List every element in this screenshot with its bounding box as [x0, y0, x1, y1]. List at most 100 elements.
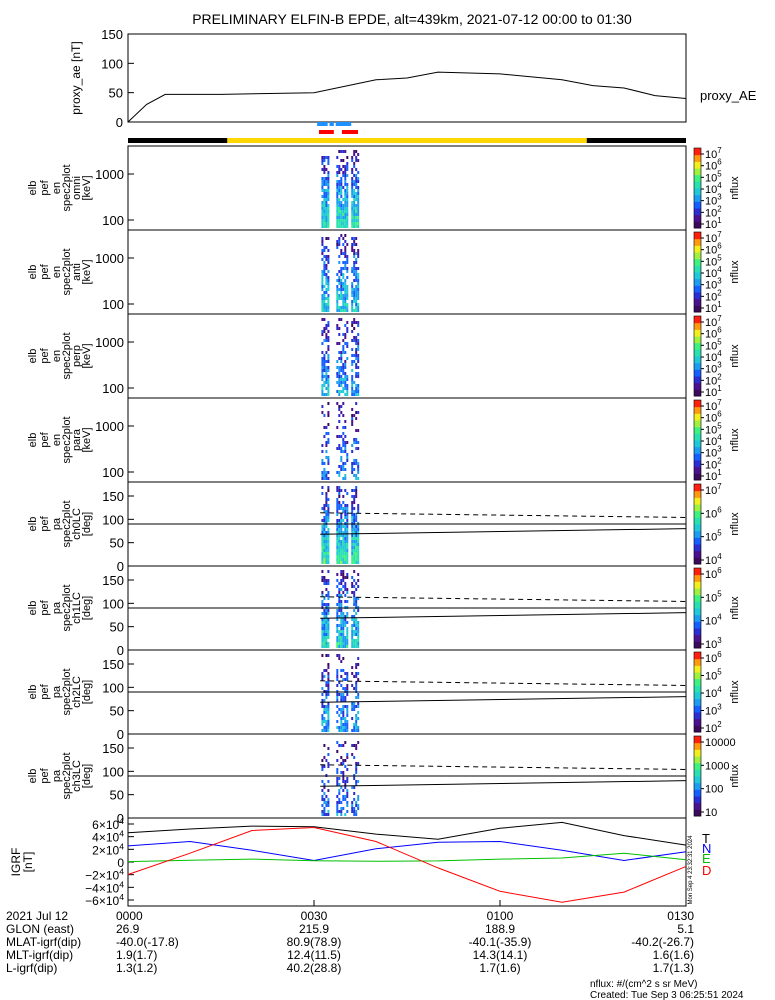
spectrogram-cell — [351, 363, 354, 366]
spectrogram-cell — [353, 297, 356, 300]
spectrogram-cell — [340, 219, 343, 222]
spectrogram-cell — [327, 720, 330, 723]
spectrogram-cell — [342, 561, 345, 564]
spectrogram-cell — [342, 414, 345, 417]
spectrogram-cell — [338, 645, 341, 648]
spectrogram-cell — [355, 744, 358, 747]
spectrogram-cell — [321, 624, 324, 627]
colorbar-segment — [694, 809, 701, 817]
spectrogram-cell — [353, 153, 356, 156]
spectrogram-cell — [344, 267, 347, 270]
spectrogram-cell — [327, 297, 330, 300]
spectrogram-cell — [346, 297, 349, 300]
spectrogram-cell — [321, 633, 324, 636]
spectrogram-cell — [327, 510, 330, 513]
spectrogram-cell — [351, 507, 354, 510]
spectrogram-cell — [346, 285, 349, 288]
spectrogram-cell — [346, 204, 349, 207]
colorbar-segment — [694, 258, 701, 266]
spectrogram-cell — [327, 414, 330, 417]
spectrogram-cell — [338, 243, 341, 246]
spectrogram-cell — [327, 558, 330, 561]
spectrogram-cell — [336, 210, 339, 213]
spectrogram-cell — [327, 507, 330, 510]
spectrogram-cell — [336, 603, 339, 606]
spectrogram-cell — [357, 711, 360, 714]
panel-ylabel-3-line: en — [51, 434, 63, 446]
anti-loss-cone-line — [320, 680, 687, 686]
spectrogram-cell — [344, 288, 347, 291]
spectrogram-cell — [336, 672, 339, 675]
xaxis-row-label: L-igrf(dip) — [6, 961, 57, 975]
spectrogram-cell — [355, 183, 358, 186]
colorbar-segment — [694, 265, 701, 273]
spectrogram-cell — [321, 330, 324, 333]
spectrogram-cell — [323, 462, 326, 465]
colorbar-segment — [694, 322, 701, 330]
spectrogram-cell — [340, 786, 343, 789]
spectrogram-cell — [357, 552, 360, 555]
colorbar-segment — [694, 413, 701, 421]
spectrogram-cell — [346, 708, 349, 711]
colorbar-segment — [694, 698, 701, 706]
spectrogram-cell — [344, 600, 347, 603]
spectrogram-cell — [325, 540, 328, 543]
colorbar-segment — [694, 517, 701, 525]
spectrogram-cell — [327, 237, 330, 240]
spectrogram-cell — [346, 531, 349, 534]
spectrogram-cell — [357, 780, 360, 783]
xaxis-row-value: 0030 — [301, 909, 328, 923]
spectrogram-cell — [351, 282, 354, 285]
spectrogram-cell — [355, 300, 358, 303]
spectrogram-cell — [357, 429, 360, 432]
spectrogram-cell — [323, 726, 326, 729]
spectrogram-cell — [342, 711, 345, 714]
spectrogram-cell — [336, 222, 339, 225]
spectrogram-cell — [355, 687, 358, 690]
spectrogram-cell — [321, 378, 324, 381]
spectrogram-cell — [325, 474, 328, 477]
panel-ylabel-7-line: [deg] — [81, 764, 93, 788]
spectrogram-cell — [336, 372, 339, 375]
spectrogram-cell — [327, 210, 330, 213]
spectrogram-cell — [325, 531, 328, 534]
spectrogram-cell — [321, 357, 324, 360]
spectrogram-cell — [338, 555, 341, 558]
spectrogram-cell — [353, 255, 356, 258]
spectrogram-cell — [336, 246, 339, 249]
spectrogram-cell — [344, 219, 347, 222]
spectrogram-cell — [351, 471, 354, 474]
igrf-ytick-label: −6×104 — [85, 892, 124, 908]
spectrogram-cell — [342, 495, 345, 498]
spectrogram-cell — [340, 516, 343, 519]
spectrogram-cell — [346, 636, 349, 639]
spectrogram-cell — [355, 270, 358, 273]
spectrogram-cell — [325, 198, 328, 201]
spectrogram-cell — [342, 558, 345, 561]
spectrogram-cell — [340, 180, 343, 183]
spectrogram-cell — [342, 714, 345, 717]
spectrogram-cell — [338, 165, 341, 168]
spectrogram-cell — [325, 258, 328, 261]
spectrogram-cell — [321, 183, 324, 186]
spectrogram-cell — [355, 306, 358, 309]
spectrogram-cell — [346, 393, 349, 396]
spectrogram-cell — [323, 576, 326, 579]
spectrogram-cell — [336, 669, 339, 672]
spectrogram-cell — [338, 495, 341, 498]
spectrogram-cell — [344, 303, 347, 306]
spectrogram-cell — [325, 726, 328, 729]
spectrogram-cell — [357, 663, 360, 666]
panel-ylabel-2-line: en — [51, 350, 63, 362]
spectrogram-cell — [327, 159, 330, 162]
spectrogram-cell — [342, 591, 345, 594]
spectrogram-cell — [327, 531, 330, 534]
spectrogram-cell — [353, 192, 356, 195]
spectrogram-cell — [342, 507, 345, 510]
spectrogram-cell — [342, 174, 345, 177]
spectrogram-cell — [321, 678, 324, 681]
colorbar-tick-label: 107 — [705, 398, 722, 413]
spectrogram-cell — [338, 681, 341, 684]
spectrogram-cell — [342, 570, 345, 573]
spectrogram-cell — [338, 789, 341, 792]
